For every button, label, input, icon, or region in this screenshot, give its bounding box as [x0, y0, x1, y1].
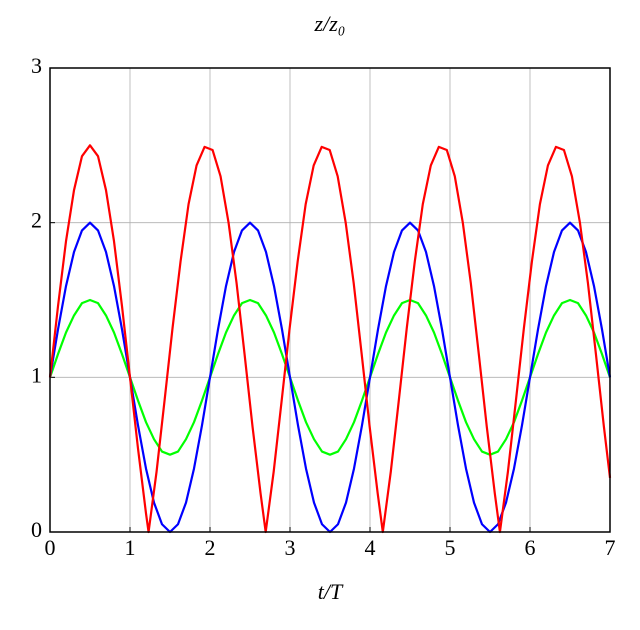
- y-tick-label: 1: [31, 362, 42, 387]
- x-axis-label: t/T: [318, 579, 344, 604]
- series-line: [48, 298, 612, 456]
- x-tick-label: 5: [445, 535, 456, 560]
- series-line: [48, 144, 612, 534]
- y-tick-label: 0: [31, 517, 42, 542]
- plot-frame: [49, 67, 611, 533]
- chart-title: z/z₀: [314, 11, 346, 36]
- x-tick-label: 7: [605, 535, 616, 560]
- x-tick-label: 3: [285, 535, 296, 560]
- x-tick-label: 4: [365, 535, 376, 560]
- x-tick-label: 1: [125, 535, 136, 560]
- x-tick-label: 2: [205, 535, 216, 560]
- x-tick-label: 6: [525, 535, 536, 560]
- y-tick-label: 3: [31, 53, 42, 78]
- y-tick-label: 2: [31, 208, 42, 233]
- x-tick-label: 0: [45, 535, 56, 560]
